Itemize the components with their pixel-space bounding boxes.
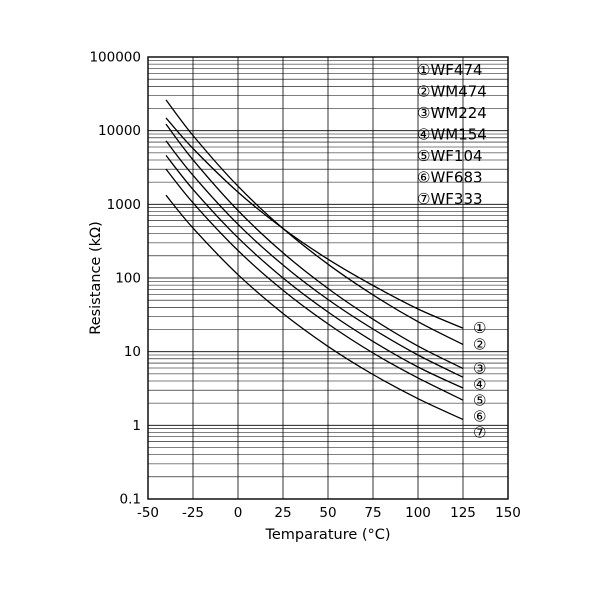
x-tick-label: -25 — [182, 505, 204, 521]
series-curve-WF104 — [165, 154, 464, 389]
x-tick-label: 50 — [319, 505, 336, 521]
x-tick-label: 100 — [405, 505, 431, 521]
plot-border — [147, 56, 509, 500]
y-tick-label: 1 — [132, 418, 141, 434]
x-tick-label: 125 — [450, 505, 476, 521]
curve-end-label-WM154: ④ — [473, 376, 486, 394]
series-curve-WF683 — [165, 168, 464, 401]
grid-lines — [147, 56, 509, 500]
legend-item-WF333: ⑦WF333 — [417, 190, 483, 208]
x-axis-title: Temparature (°C) — [264, 527, 390, 543]
series-curve-WF333 — [165, 194, 464, 421]
curve-end-label-WF333: ⑦ — [473, 424, 486, 442]
y-tick-label: 100000 — [89, 50, 141, 66]
legend-item-WF104: ⑤WF104 — [417, 147, 483, 165]
y-axis-title: Resistance (kΩ) — [88, 221, 104, 335]
y-tick-label: 10000 — [98, 123, 141, 139]
y-tick-label: 0.1 — [120, 492, 141, 508]
legend-item-WM154: ④WM154 — [417, 126, 487, 144]
x-tick-label: 25 — [274, 505, 291, 521]
curve-end-label-WF474: ① — [473, 319, 486, 337]
y-tick-label: 100 — [115, 271, 141, 287]
series-curve-WM224 — [165, 123, 464, 370]
legend-item-WM224: ③WM224 — [417, 104, 487, 122]
legend-item-WF474: ①WF474 — [417, 61, 483, 79]
x-tick-label: 150 — [495, 505, 521, 521]
x-tick-label: 75 — [364, 505, 381, 521]
legend-item-WM474: ②WM474 — [417, 83, 487, 101]
curve-end-label-WF683: ⑥ — [473, 408, 486, 426]
series-curve-WM154 — [165, 140, 464, 378]
y-tick-label: 10 — [124, 344, 141, 360]
y-tick-label: 1000 — [107, 197, 141, 213]
series-curve-WM474 — [165, 99, 464, 346]
curve-end-label-WM224: ③ — [473, 360, 486, 378]
series-curves — [165, 99, 464, 421]
curve-end-label-WF104: ⑤ — [473, 392, 486, 410]
series-curve-WF474 — [165, 117, 464, 329]
curve-end-label-WM474: ② — [473, 336, 486, 354]
x-tick-label: -50 — [137, 505, 159, 521]
x-tick-label: 0 — [234, 505, 243, 521]
legend-item-WF683: ⑥WF683 — [417, 169, 483, 187]
